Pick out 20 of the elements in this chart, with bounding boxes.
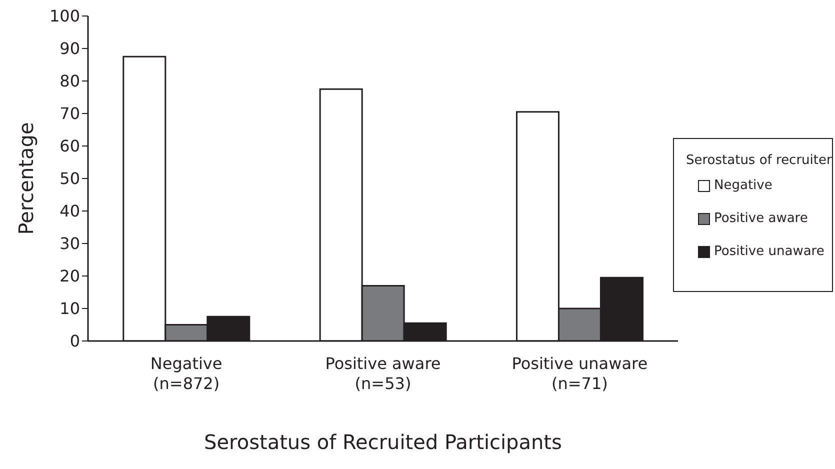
y-tick-label: 10 — [60, 299, 80, 318]
x-tick-label: Positive unaware (n=71) — [512, 354, 648, 393]
x-axis-title: Serostatus of Recruited Participants — [204, 430, 562, 454]
legend-label: Negative — [714, 178, 772, 193]
y-tick-label: 80 — [60, 72, 80, 91]
y-tick-label: 0 — [70, 332, 80, 351]
y-tick-label: 90 — [60, 39, 80, 58]
y-tick-label: 60 — [60, 136, 80, 156]
x-tick-label: Positive aware (n=53) — [325, 354, 441, 393]
legend-label: Positive unaware — [714, 244, 824, 259]
y-tick-label: 100 — [49, 6, 80, 26]
y-tick-label: 30 — [60, 234, 80, 254]
x-tick-label: Negative (n=872) — [150, 354, 222, 393]
y-tick-label: 50 — [60, 169, 80, 188]
y-tick-label: 70 — [60, 104, 80, 124]
y-tick-label: 20 — [60, 266, 80, 286]
y-tick-label: 40 — [60, 202, 80, 221]
y-axis-title: Percentage — [14, 122, 38, 235]
legend-title: Serostatus of recruiter — [686, 153, 832, 168]
legend-label: Positive aware — [714, 211, 808, 226]
